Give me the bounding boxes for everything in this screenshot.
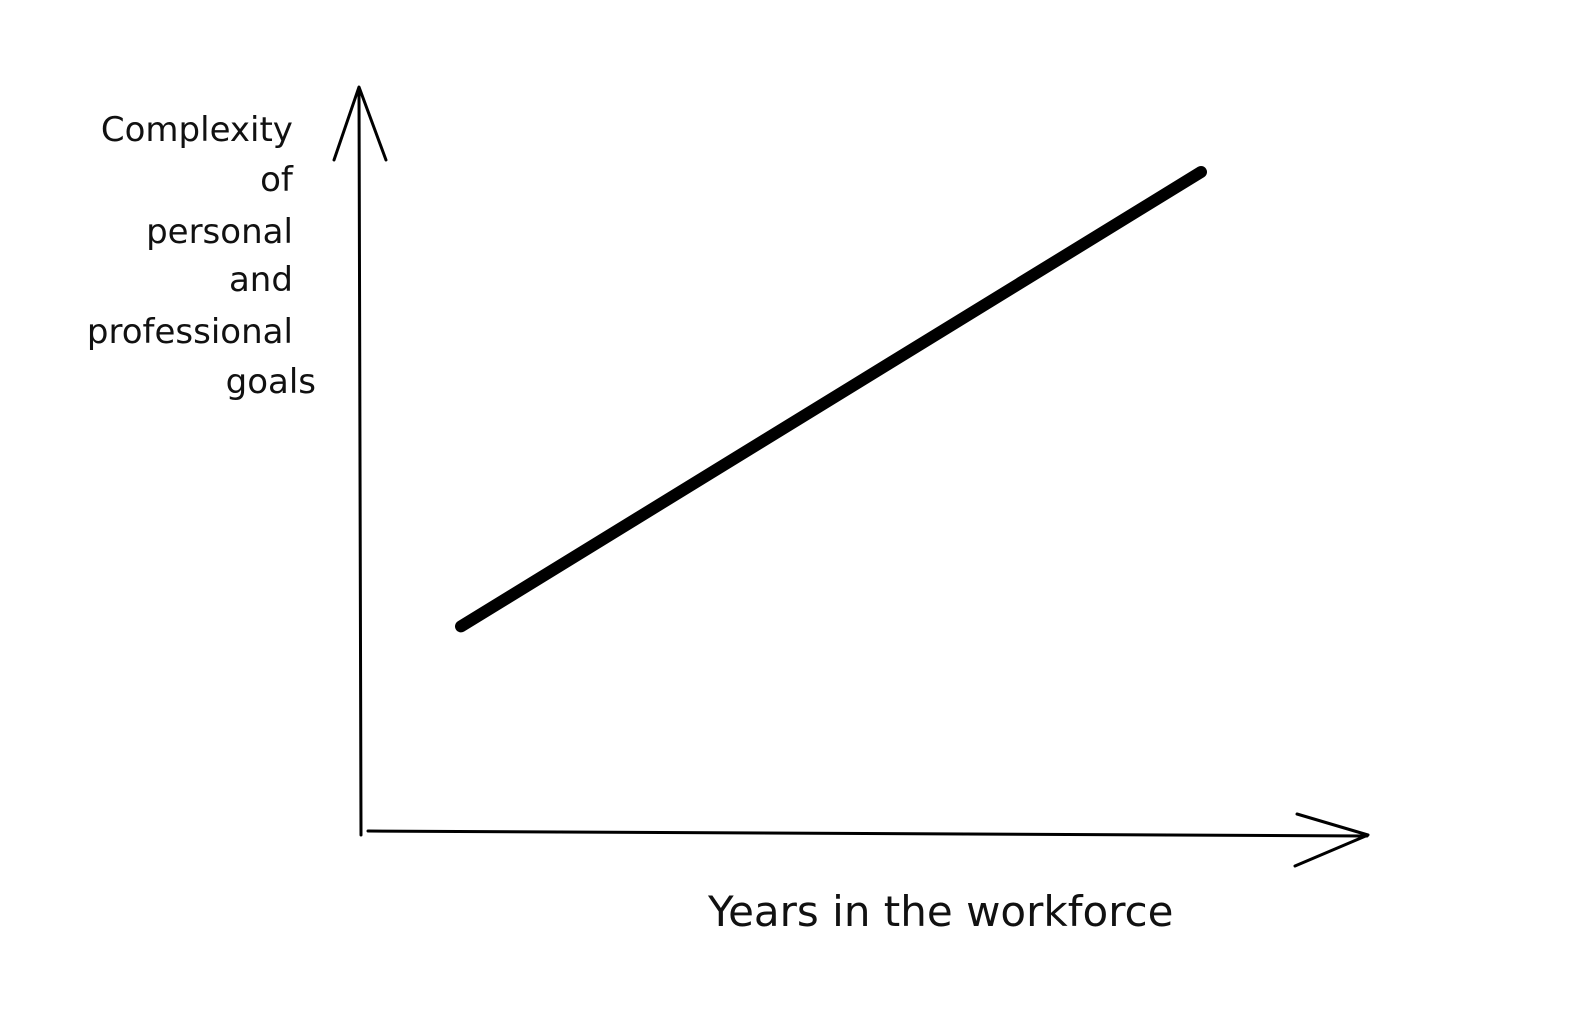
y-axis-arrowhead-icon: [332, 85, 388, 162]
y-axis-line: [357, 86, 363, 837]
x-axis: [366, 812, 1370, 868]
y-axis-label-line: and: [229, 260, 293, 300]
x-axis-label: Years in the workforce: [707, 887, 1173, 936]
y-axis-label-line: goals: [226, 362, 316, 402]
y-axis-label-line: professional: [87, 312, 293, 352]
y-axis-label-line: personal: [146, 212, 293, 252]
x-axis-line: [366, 829, 1369, 838]
x-axis-arrowhead-icon: [1293, 812, 1370, 868]
series-line: [455, 166, 1207, 633]
y-axis-label-line: Complexity: [101, 110, 293, 150]
plot-area: [455, 166, 1207, 633]
y-axis-label-line: of: [260, 160, 294, 200]
y-axis: [332, 85, 388, 837]
y-axis-label: Complexity of personal and professional …: [87, 110, 316, 402]
